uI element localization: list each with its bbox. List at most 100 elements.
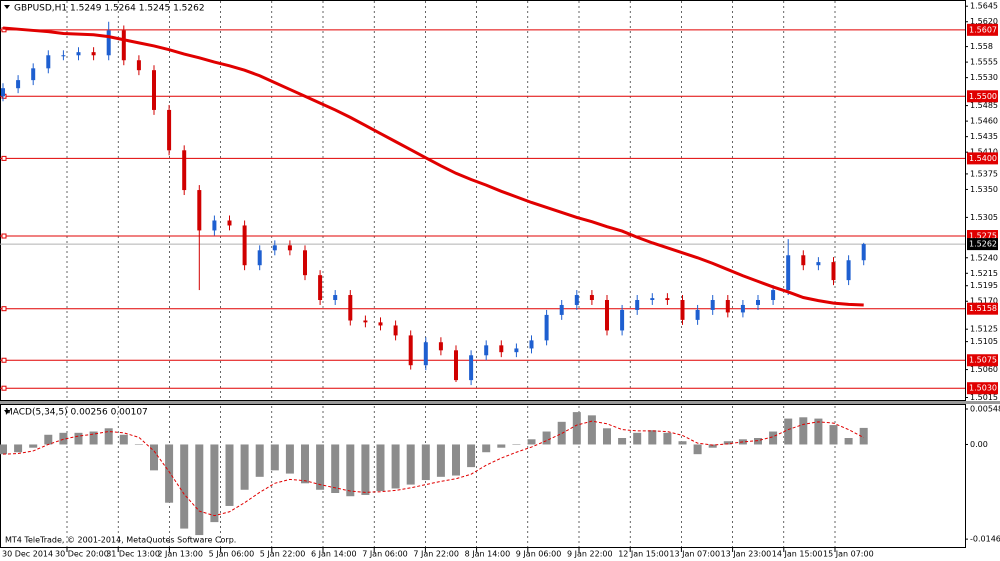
y-tick-label: 1.5170 xyxy=(970,297,998,306)
bar-body xyxy=(348,295,353,321)
x-tick-label: 9 Jan 06:00 xyxy=(516,550,562,559)
y-tick-label: 1.5530 xyxy=(970,73,998,82)
level-label-box xyxy=(967,90,998,103)
macd-bar xyxy=(436,444,445,477)
macd-bar xyxy=(754,438,762,445)
bar-body xyxy=(861,244,866,261)
macd-bar xyxy=(482,444,491,453)
price-panel-frame xyxy=(0,0,966,401)
level-label-box xyxy=(967,23,998,36)
macd-bar xyxy=(467,444,476,468)
macd-bar xyxy=(104,428,113,445)
macd-bar xyxy=(255,444,264,477)
macd-bar xyxy=(14,444,23,453)
macd-bar xyxy=(769,431,778,445)
macd-bar xyxy=(799,417,808,445)
macd-bar xyxy=(89,431,98,445)
grid-layer xyxy=(0,1,965,548)
macd-bar xyxy=(452,444,460,476)
level-marker xyxy=(1,357,7,363)
menu-arrow xyxy=(4,5,10,9)
bar-body xyxy=(287,245,292,251)
level-label: 1.5400 xyxy=(969,154,997,163)
chart-title: GBPUSD,H1 1.5249 1.5264 1.5245 1.5262 xyxy=(14,4,205,14)
bar-body xyxy=(16,80,21,89)
x-tick-label: 14 Jan 15:00 xyxy=(772,550,823,559)
macd-bar xyxy=(648,430,657,445)
y-tick-label: -0.01463 xyxy=(970,535,1000,544)
bar-body xyxy=(212,220,217,231)
bar-body xyxy=(393,325,398,336)
bar-body xyxy=(635,300,640,310)
y-tick-label: 1.5105 xyxy=(970,337,998,346)
bar-body xyxy=(61,55,66,57)
current-price-box xyxy=(967,238,998,251)
macd-bar xyxy=(618,438,627,445)
macd-bar xyxy=(844,438,853,445)
bar-body xyxy=(469,355,474,381)
bar-body xyxy=(801,255,806,266)
macd-bar xyxy=(119,434,128,445)
x-tick-label: 5 Jan 06:00 xyxy=(209,550,255,559)
bar-body xyxy=(650,298,655,300)
bar-body xyxy=(438,342,443,351)
macd-bar xyxy=(301,444,309,484)
bar-body xyxy=(831,262,836,281)
bar-body xyxy=(544,314,549,341)
level-marker xyxy=(1,233,7,239)
bar-body xyxy=(121,30,126,61)
bar-body xyxy=(408,335,413,366)
bar-body xyxy=(756,300,760,305)
bar-body xyxy=(31,68,36,81)
bar-body xyxy=(182,150,187,191)
bar-body xyxy=(620,309,625,331)
x-tick-label: 8 Jan 14:00 xyxy=(465,550,511,559)
bar-body xyxy=(771,290,776,300)
x-tick-label: 9 Jan 22:00 xyxy=(567,550,613,559)
bar-body xyxy=(514,348,519,353)
level-label-box xyxy=(967,152,998,165)
moving-average xyxy=(2,26,864,307)
bar-body xyxy=(76,52,81,56)
level-marker xyxy=(1,385,7,391)
bar-body xyxy=(333,295,338,300)
panel-separator xyxy=(0,401,1000,404)
macd-bar xyxy=(59,432,68,445)
macd-bar xyxy=(572,412,581,445)
y-tick-label: 1.5485 xyxy=(970,101,998,110)
macd-bar xyxy=(512,444,521,445)
indicator-title: MACD(5,34,5) 0.00256 0.00107 xyxy=(5,408,148,418)
macd-bar xyxy=(134,444,143,445)
level-marker xyxy=(1,306,7,312)
macd-bar xyxy=(723,441,732,445)
level-label: 1.5500 xyxy=(969,92,997,101)
macd-bar xyxy=(165,444,174,503)
level-label-box xyxy=(967,354,998,367)
macd-bar xyxy=(693,444,702,455)
macd-bar xyxy=(29,444,38,448)
macd-bar xyxy=(633,432,642,445)
level-label-box xyxy=(967,302,998,315)
bar-body xyxy=(846,260,851,281)
macd-bar xyxy=(497,444,506,448)
y-tick-label: 1.5645 xyxy=(970,2,998,11)
bar-body xyxy=(740,304,745,313)
x-tick-label: 5 Jan 22:00 xyxy=(260,550,306,559)
bar-body xyxy=(272,245,277,251)
macd-bar xyxy=(74,432,83,445)
x-tick-label: 30 Dec 2014 xyxy=(2,550,53,559)
macd-bar xyxy=(240,444,249,490)
bar-body xyxy=(484,345,489,356)
macd-bar xyxy=(0,444,7,455)
bar-body xyxy=(1,88,5,97)
macd-bar xyxy=(663,432,672,445)
macd-bar xyxy=(678,441,687,445)
macd-panel-frame xyxy=(0,404,966,548)
y-tick-label: 1.5060 xyxy=(970,365,998,374)
y-tick-label: 0.00548 xyxy=(970,405,1000,414)
level-label: 1.5075 xyxy=(969,356,997,365)
macd-bar xyxy=(391,444,400,489)
y-tick-label: 1.5375 xyxy=(970,169,998,178)
marks-layer xyxy=(0,21,868,536)
